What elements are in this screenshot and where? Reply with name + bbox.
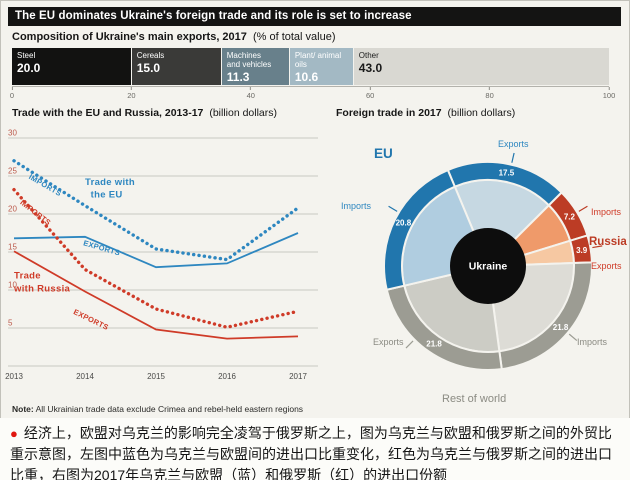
donut-value-eu-imports: 20.8 [396,218,412,227]
donut-value-rest-of-world-imports: 21.8 [553,323,569,332]
series-trade-with-the-eu-exports [13,232,299,269]
footnote: Note: All Ukrainian trade data exclude C… [12,404,303,414]
y-axis-tick-label: 30 [8,129,17,138]
trade-line-chart: 5 10 15 20 25 30 2013 2014 2015 2016 2017 IMPORTS Tr… [5,129,318,381]
export-axis-tick: 40 [247,87,255,100]
donut-outer-eu-imports [383,168,457,291]
donut-callout-tick [568,333,578,342]
donut-value-rest-of-world-exports: 21.8 [426,340,442,349]
donut-label-eu-exports: Exports [498,139,529,149]
headline-bar: The EU dominates Ukraine's foreign trade… [8,7,621,26]
footnote-label: Note: [12,404,34,414]
export-axis-tick: 100 [603,87,615,100]
series-trade-with-the-eu-imports [12,159,300,262]
export-segment-plant-animal-oils: Plant/ animal oils 10.6 [289,48,353,85]
export-segment-label: Other [358,51,379,60]
export-segment-machines-and-vehicles: Machines and vehicles 11.3 [221,48,289,85]
caption-text: 经济上，欧盟对乌克兰的影响完全凌驾于俄罗斯之上，图为乌克兰与欧盟和俄罗斯之间的外… [10,425,612,480]
x-axis-tick-label: 2015 [147,372,165,381]
export-bar-title: Composition of Ukraine's main exports, 2… [12,31,336,43]
donut-callout-tick [578,205,588,212]
donut-chart-title-text: Foreign trade in 2017 [336,107,442,119]
caption-bullet-icon: ● [10,426,18,441]
export-segment-value: 11.3 [226,70,250,85]
donut-label-russia: Russia [589,236,627,248]
line-annotation-the-eu: the EU [91,189,123,200]
x-axis-tick-label: 2014 [76,372,94,381]
donut-chart-title: Foreign trade in 2017 (billion dollars) [336,107,515,119]
donut-label-eu: EU [374,146,393,161]
donut-label-row-imports: Imports [577,337,608,347]
x-axis-tick-label: 2016 [218,372,236,381]
donut-label-russia-imports: Imports [591,207,622,217]
line-chart-title-text: Trade with the EU and Russia, 2013-17 [12,107,204,119]
export-bar-title-text: Composition of Ukraine's main exports, 2… [12,31,247,43]
y-axis-tick-label: 10 [8,281,17,290]
x-axis-tick-label: 2013 [5,372,23,381]
export-segment-label: Steel [17,51,36,60]
donut-value-russia-exports: 3.9 [576,246,588,255]
donut-label-rest-of-world: Rest of world [442,393,507,405]
donut-value-russia-imports: 7.2 [564,213,576,222]
chinese-caption: ● 经济上，欧盟对乌克兰的影响完全凌驾于俄罗斯之上，图为乌克兰与欧盟和俄罗斯之间的… [0,418,630,480]
donut-center-circle [450,228,526,304]
export-axis-tick: 0 [10,87,14,100]
headline-text: The EU dominates Ukraine's foreign trade… [15,10,412,22]
export-segment-other: Other 43.0 [353,48,609,85]
export-axis-tick: 80 [485,87,494,100]
x-axis-tick-label: 2017 [289,372,307,381]
series-trade-with-russia-imports [12,187,300,329]
donut-center-label: Ukraine [469,261,508,273]
line-annotation-trade-with: Trade with [85,177,135,188]
foreign-trade-donut: 17.5 7.2 3.9 21.8 21.8 20.8 Ukraine [383,152,603,371]
export-bar-title-unit: (% of total value) [252,31,336,43]
donut-label-row-exports: Exports [373,337,404,347]
line-annotation-exports: EXPORTS [82,238,121,257]
line-annotation-with-russia: with Russia [13,284,71,295]
donut-label-russia-exports: Exports [591,261,622,271]
y-axis-tick-label: 15 [8,243,17,252]
donut-callout-tick [405,340,414,349]
export-segment-value: 10.6 [294,70,319,85]
series-trade-with-russia-exports [13,250,299,340]
export-segment-steel: Steel 20.0 [12,48,131,85]
export-segment-label: Cereals [136,51,165,60]
line-chart-grid: 5 10 15 20 25 30 2013 2014 2015 2016 2017 [5,129,318,381]
line-chart-title-unit: (billion dollars) [209,107,278,119]
export-bar-axis: 0 20 40 60 80 100 [10,86,615,102]
footnote-text: All Ukrainian trade data exclude Crimea … [33,404,304,414]
donut-value-eu-exports: 17.5 [499,168,515,177]
export-segment-value: 20.0 [17,61,41,76]
y-axis-tick-label: 20 [8,205,17,214]
donut-callout-tick [511,152,515,163]
donut-callout-tick [388,205,398,212]
donut-chart-title-unit: (billion dollars) [447,107,516,119]
donut-label-eu-imports: Imports [341,201,372,211]
export-segment-value: 43.0 [358,61,383,76]
export-axis-tick: 60 [366,87,374,100]
donut-callout-tick [592,245,603,249]
y-axis-tick-label: 25 [8,167,17,176]
export-segment-label: Plant/ animal oils [294,51,342,70]
line-chart-title: Trade with the EU and Russia, 2013-17 (b… [12,107,277,119]
export-segment-label: Machines and vehicles [226,51,272,70]
line-annotation-imports: IMPORTS [18,198,52,227]
export-segment-cereals: Cereals 15.0 [131,48,221,85]
export-axis-tick: 20 [127,87,136,100]
export-segment-value: 15.0 [136,61,161,76]
line-annotation-trade: Trade [14,271,41,282]
y-axis-tick-label: 5 [8,319,13,328]
export-composition-bar: Steel 20.0 Cereals 15.0 Machines and vehicle… [12,48,609,85]
